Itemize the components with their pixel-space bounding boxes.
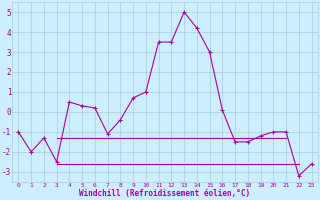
X-axis label: Windchill (Refroidissement éolien,°C): Windchill (Refroidissement éolien,°C): [79, 189, 251, 198]
